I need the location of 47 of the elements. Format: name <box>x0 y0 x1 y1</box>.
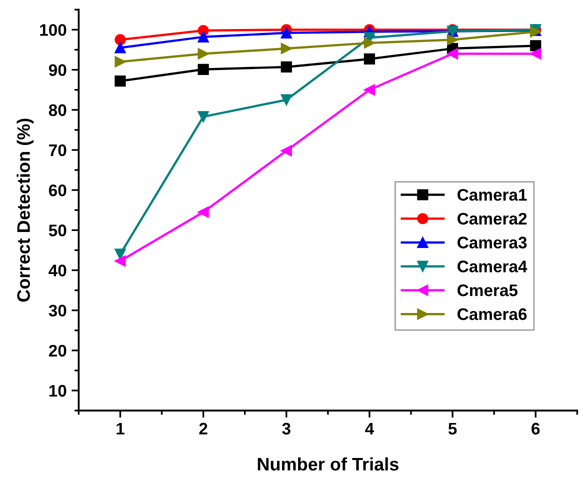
x-tick-label: 3 <box>282 422 290 435</box>
y-tick-label: 80 <box>48 104 66 116</box>
point <box>198 48 209 60</box>
point <box>447 48 458 60</box>
point <box>280 94 292 106</box>
legend-label: Camera1 <box>458 188 527 201</box>
legend-label: Camera6 <box>458 308 527 320</box>
legend-label: Cmera5 <box>458 284 518 296</box>
point <box>364 37 376 48</box>
point <box>114 248 126 260</box>
x-tick-label: 1 <box>116 422 124 434</box>
legend-label: Camera2 <box>458 212 527 225</box>
y-tick-label: 100 <box>40 24 66 36</box>
point <box>447 34 458 46</box>
x-tick-label: 2 <box>199 422 208 434</box>
point <box>364 53 376 65</box>
y-tick-label: 30 <box>48 304 66 317</box>
y-axis-title: Correct Detection (%) <box>16 118 34 302</box>
point <box>114 42 126 54</box>
point <box>114 75 126 87</box>
point <box>114 56 126 68</box>
y-tick-label: 40 <box>48 264 66 276</box>
point <box>198 64 209 75</box>
point <box>114 34 126 46</box>
point <box>280 27 292 38</box>
x-tick-label: 5 <box>448 422 457 435</box>
point <box>114 255 126 267</box>
y-tick-label: 90 <box>48 64 66 76</box>
x-axis-title: Number of Trials <box>258 457 398 471</box>
point <box>280 42 292 54</box>
point <box>364 84 376 96</box>
point <box>280 61 292 73</box>
point <box>530 40 542 52</box>
y-tick-label: 70 <box>49 144 66 156</box>
point <box>198 206 209 218</box>
legend-label: Camera3 <box>458 236 527 249</box>
x-tick-label: 6 <box>532 422 540 435</box>
point <box>198 31 209 42</box>
y-tick-label: 50 <box>48 224 66 236</box>
legend-label: Camera4 <box>458 260 528 272</box>
y-tick-label: 10 <box>49 384 66 397</box>
y-tick-label: 20 <box>48 344 66 357</box>
point <box>198 111 209 122</box>
point <box>280 145 292 156</box>
y-tick-label: 60 <box>48 184 66 196</box>
x-tick-label: 4 <box>365 422 374 434</box>
point <box>530 48 542 60</box>
